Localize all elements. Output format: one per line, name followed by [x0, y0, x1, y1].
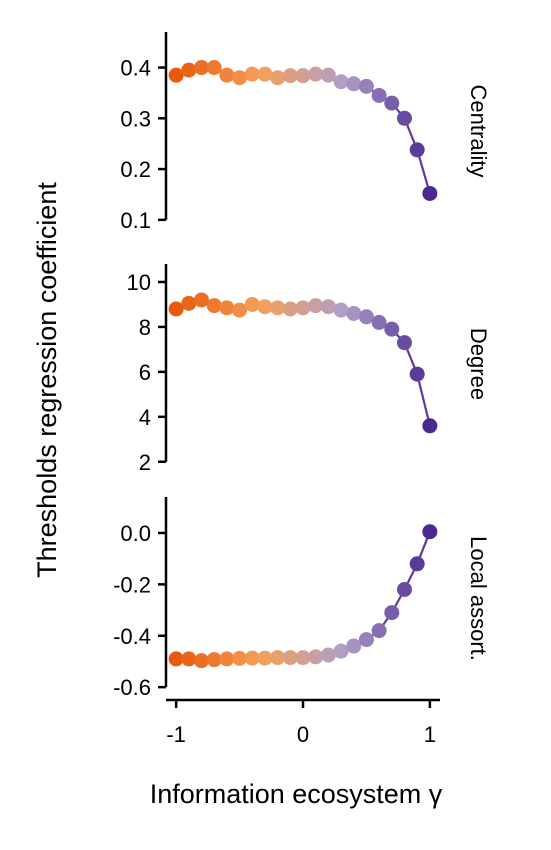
y-tick-label: 2	[139, 450, 151, 475]
data-point	[409, 556, 425, 572]
data-point	[346, 305, 362, 321]
data-point	[295, 300, 311, 316]
data-point	[232, 70, 248, 86]
data-point	[333, 74, 349, 90]
data-point	[168, 67, 184, 83]
panel-label: Centrality	[466, 85, 491, 178]
data-point	[346, 76, 362, 92]
y-tick-label: 6	[139, 360, 151, 385]
data-point	[346, 638, 362, 654]
data-point	[168, 301, 184, 317]
data-point	[358, 78, 374, 94]
data-point	[384, 95, 400, 111]
data-point	[358, 309, 374, 325]
data-point	[270, 300, 286, 316]
data-point	[244, 650, 260, 666]
x-axis: -1 0 1	[166, 698, 440, 747]
data-point	[257, 650, 273, 666]
data-point	[308, 649, 324, 665]
y-tick-label: -0.4	[113, 624, 151, 649]
data-point	[181, 651, 197, 667]
data-point	[308, 66, 324, 82]
x-axis-title: Information ecosystem γ	[150, 779, 443, 809]
series-line	[175, 298, 431, 427]
data-point	[282, 301, 298, 317]
data-point	[371, 87, 387, 103]
data-point	[219, 651, 235, 667]
data-point	[396, 110, 412, 126]
panel-3: -0.6 -0.4 -0.2 0.0 Local assort.	[113, 497, 491, 700]
data-point	[181, 295, 197, 311]
y-tick-label: 4	[139, 405, 151, 430]
data-point	[308, 298, 324, 314]
data-point	[219, 67, 235, 83]
data-point	[257, 299, 273, 315]
x-tick-label: 0	[297, 722, 309, 747]
data-point	[206, 652, 222, 668]
data-point	[232, 650, 248, 666]
data-point	[257, 66, 273, 82]
y-tick-label: 0.4	[120, 56, 151, 81]
data-point	[206, 60, 222, 76]
data-point	[244, 66, 260, 82]
data-point	[422, 418, 438, 434]
panel-label: Local assort.	[466, 536, 491, 661]
data-point	[194, 653, 210, 669]
data-point	[396, 582, 412, 598]
data-point	[371, 623, 387, 639]
data-point	[320, 299, 336, 315]
data-point	[422, 185, 438, 201]
y-tick-label: 0.3	[120, 106, 151, 131]
series-line	[176, 531, 431, 662]
data-point	[282, 68, 298, 84]
data-point	[181, 62, 197, 78]
data-point	[244, 296, 260, 312]
data-point	[270, 650, 286, 666]
data-point	[219, 300, 235, 316]
y-tick-label: 0.0	[120, 521, 151, 546]
panel-label: Degree	[466, 328, 491, 400]
y-tick-label: -0.6	[113, 675, 151, 700]
data-point	[194, 292, 210, 308]
y-tick-label: -0.2	[113, 572, 151, 597]
data-point	[194, 60, 210, 76]
data-point	[422, 524, 438, 540]
data-point	[333, 643, 349, 659]
panel-2: 2 4 6 8 10 Degree	[127, 264, 491, 475]
data-point	[232, 302, 248, 318]
y-tick-label: 10	[127, 270, 151, 295]
data-point	[270, 70, 286, 86]
data-point	[333, 302, 349, 318]
data-point	[295, 650, 311, 666]
data-point	[396, 335, 412, 351]
data-point	[371, 314, 387, 330]
data-point	[409, 142, 425, 158]
data-point	[320, 647, 336, 663]
data-point	[206, 298, 222, 314]
data-point	[384, 605, 400, 621]
x-tick-label: -1	[166, 722, 186, 747]
data-point	[384, 321, 400, 337]
data-point	[282, 650, 298, 666]
y-tick-label: 8	[139, 315, 151, 340]
x-tick-label: 1	[424, 722, 436, 747]
data-point	[320, 67, 336, 83]
y-tick-label: 0.1	[120, 208, 151, 233]
data-point	[409, 366, 425, 382]
data-point	[168, 651, 184, 667]
y-axis-title: Thresholds regression coefficient	[32, 182, 62, 578]
data-point	[295, 68, 311, 84]
data-point	[358, 632, 374, 648]
series-line	[175, 66, 431, 194]
y-tick-label: 0.2	[120, 157, 151, 182]
panel-1: 0.1 0.2 0.3 0.4 Centrality	[120, 32, 491, 233]
chart-panels: 0.10.20.30.4Centrality246810Degree-0.6-0…	[113, 32, 491, 747]
